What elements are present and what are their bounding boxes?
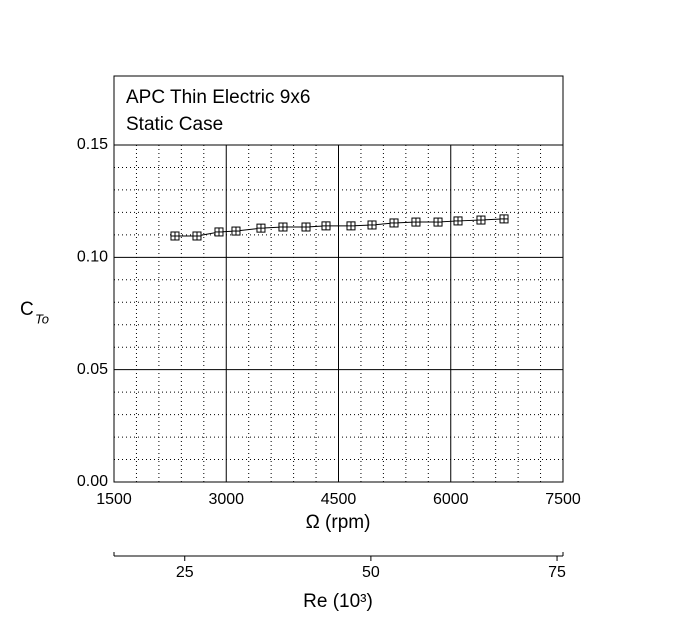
x2-axis-label: Re (10³): [303, 591, 373, 612]
x-axis-label: Ω (rpm): [306, 512, 371, 533]
marker: [453, 216, 463, 226]
title-box: [113, 75, 564, 146]
y-tick-label: 0.10: [77, 249, 108, 266]
marker: [499, 214, 509, 224]
x2-tick-label: 75: [548, 564, 566, 581]
marker: [321, 221, 331, 231]
x-tick-label: 1500: [96, 491, 132, 508]
marker: [256, 223, 266, 233]
y-tick-label: 0.05: [77, 361, 108, 378]
data-line: [174, 218, 505, 237]
marker: [231, 226, 241, 236]
marker: [411, 217, 421, 227]
y-axis-label-sub: To: [35, 311, 49, 326]
y-tick-label: 0.00: [77, 473, 108, 490]
y-tick-label: 0.15: [77, 136, 108, 153]
x-tick-label: 3000: [208, 491, 244, 508]
marker: [170, 231, 180, 241]
x2-tick-label: 25: [176, 564, 194, 581]
marker: [346, 221, 356, 231]
marker: [433, 217, 443, 227]
marker: [389, 218, 399, 228]
plot-frame: [113, 144, 564, 483]
marker: [278, 222, 288, 232]
marker: [192, 231, 202, 241]
chart-title: APC Thin Electric 9x6: [126, 87, 310, 108]
chart-subtitle: Static Case: [126, 114, 223, 135]
marker: [214, 227, 224, 237]
x-tick-label: 4500: [321, 491, 357, 508]
x2-tick-label: 50: [362, 564, 380, 581]
x-tick-label: 6000: [433, 491, 469, 508]
y-axis-label: C: [20, 299, 34, 320]
marker: [301, 222, 311, 232]
x-tick-label: 7500: [545, 491, 581, 508]
marker: [367, 220, 377, 230]
marker: [476, 215, 486, 225]
